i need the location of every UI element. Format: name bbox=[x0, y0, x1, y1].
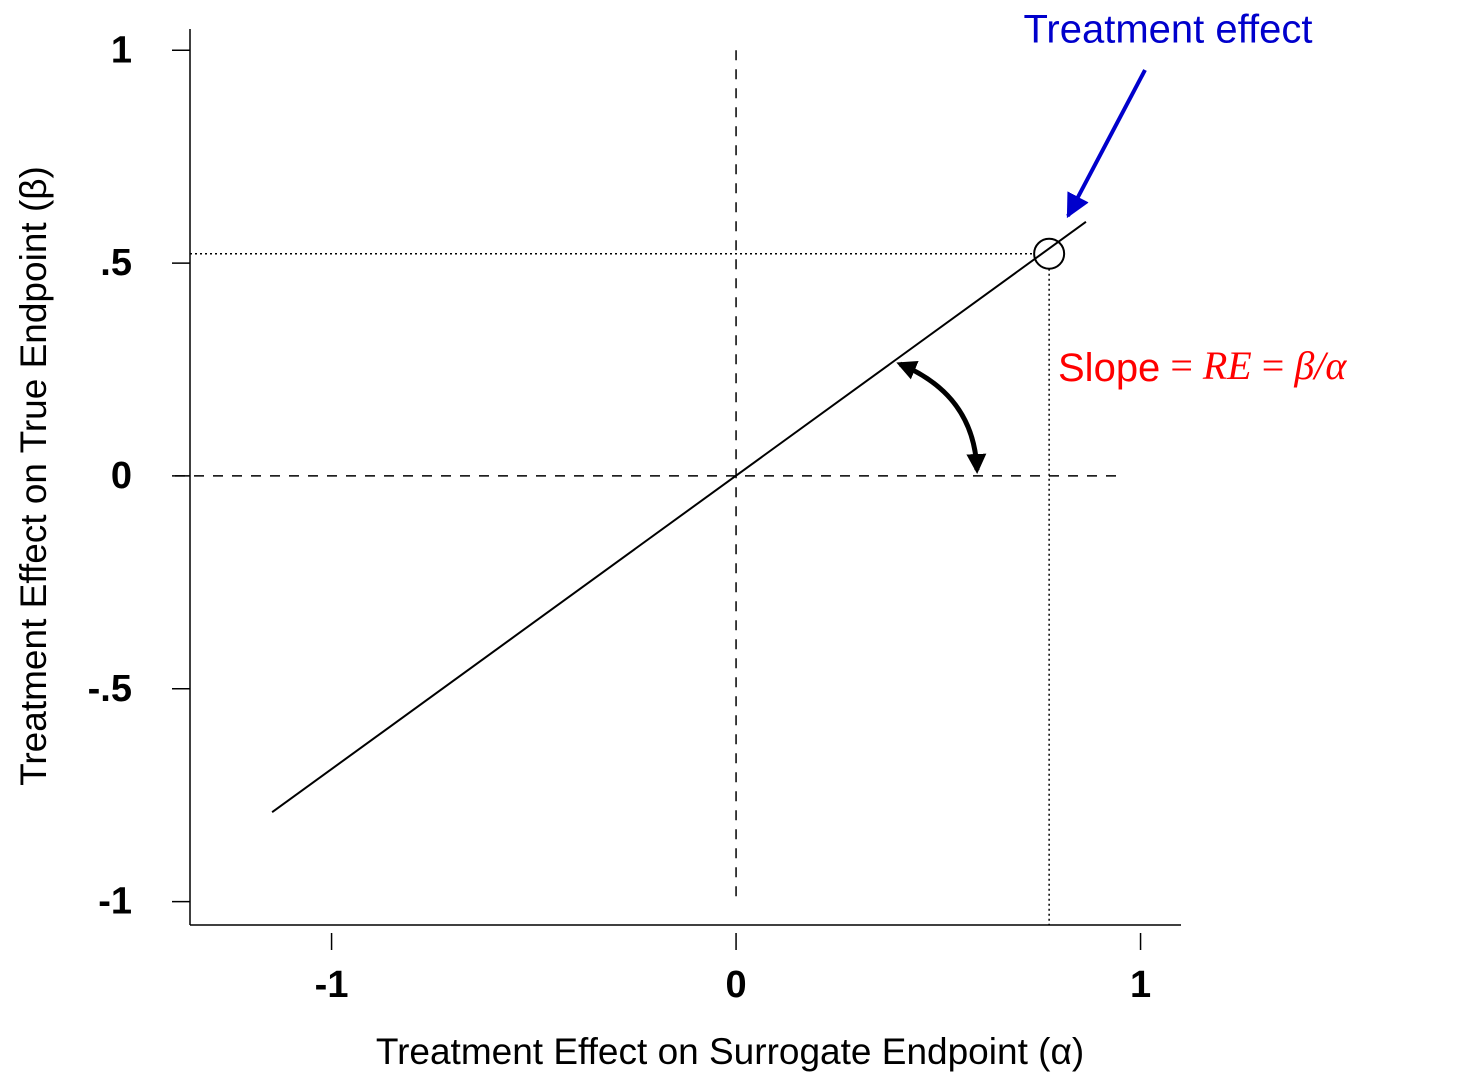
annotation-text: RE bbox=[1202, 343, 1252, 388]
annotation: Slope = RE = β/α bbox=[1058, 343, 1347, 389]
annotation-text: = bbox=[1252, 343, 1295, 388]
pointer-arrow bbox=[1066, 69, 1147, 219]
y-tick-label: .5 bbox=[100, 242, 132, 284]
y-axis-title: Treatment Effect on True Endpoint (β) bbox=[13, 166, 54, 786]
y-tick-label: -.5 bbox=[88, 668, 132, 710]
line bbox=[271, 221, 1087, 814]
angle-arrow bbox=[896, 360, 987, 474]
treatment-point bbox=[1033, 237, 1066, 270]
chart-title: Treatment effect bbox=[1023, 8, 1312, 52]
y-tick-label: -1 bbox=[98, 881, 132, 923]
annotation-text: = bbox=[1160, 343, 1203, 388]
annotation-text: Slope bbox=[1058, 346, 1160, 390]
x-tick-label: 1 bbox=[1130, 964, 1151, 1006]
y-tick-label: 0 bbox=[111, 455, 132, 497]
x-tick-label: 0 bbox=[725, 964, 746, 1006]
annotation-text: β/α bbox=[1293, 343, 1347, 388]
y-tick-label: 1 bbox=[111, 29, 132, 71]
x-tick-label: -1 bbox=[315, 964, 349, 1006]
x-axis-title: Treatment Effect on Surrogate Endpoint (… bbox=[376, 1031, 1084, 1072]
